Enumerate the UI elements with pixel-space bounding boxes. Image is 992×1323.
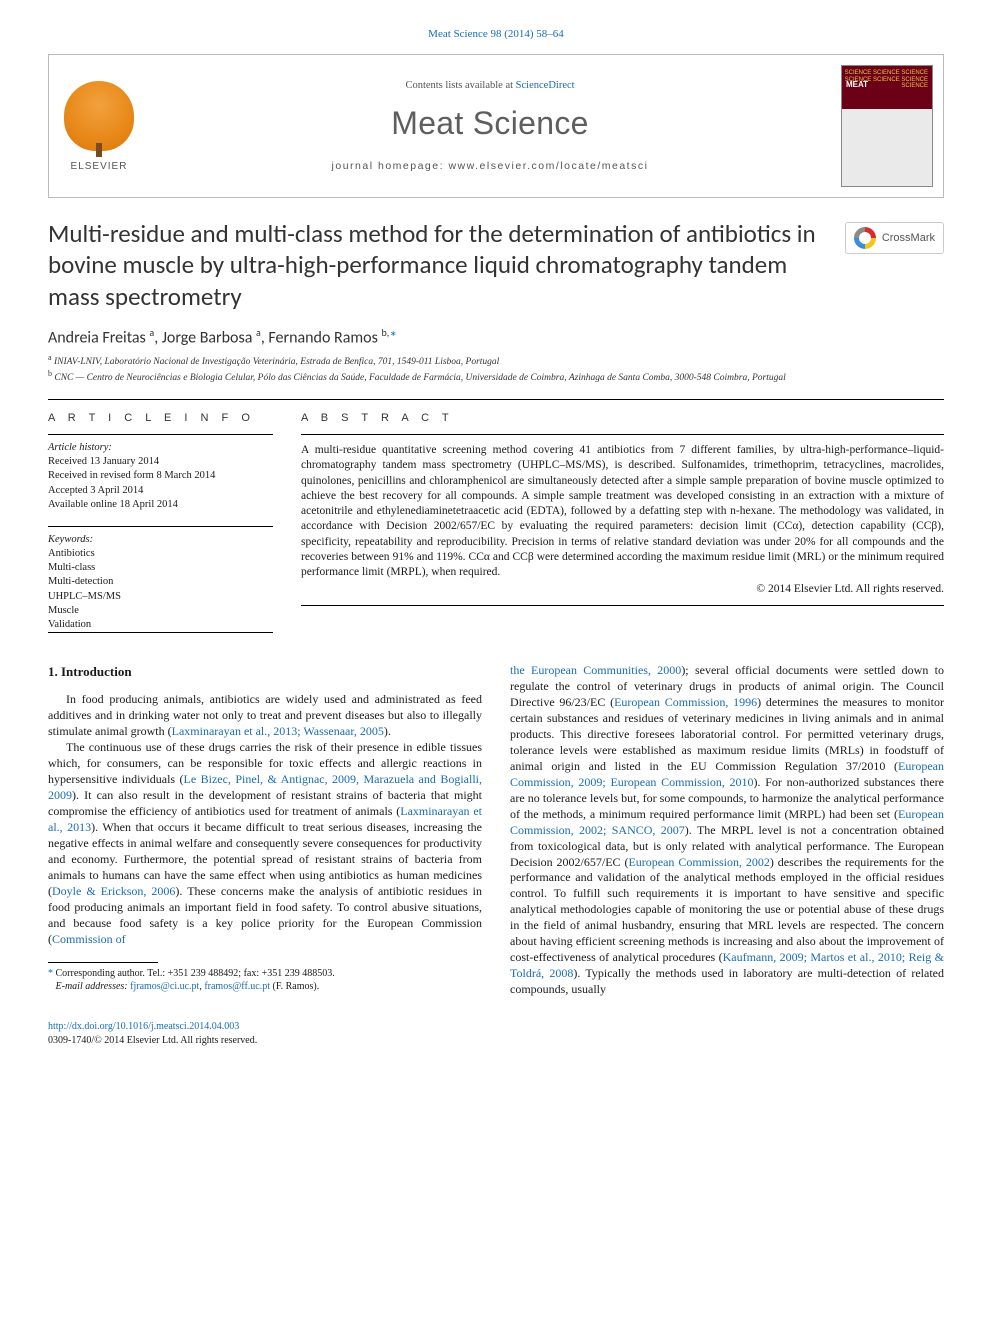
cite-ec2002[interactable]: European Commission, 2002 — [628, 855, 769, 869]
issn-copyright: 0309-1740/© 2014 Elsevier Ltd. All right… — [48, 1035, 257, 1046]
p1b: ). — [384, 724, 391, 738]
affiliation-a-text: INIAV-LNIV, Laboratório Nacional de Inve… — [54, 357, 499, 367]
title-row: Multi-residue and multi-class method for… — [48, 218, 944, 312]
cover-image: SCIENCE SCIENCE SCIENCE SCIENCE SCIENCE … — [841, 65, 933, 187]
crossmark-label: CrossMark — [882, 232, 935, 244]
star-icon: * — [48, 968, 53, 979]
abstract-text: A multi-residue quantitative screening m… — [301, 435, 944, 581]
cite-doyle[interactable]: Doyle & Erickson, 2006 — [52, 884, 175, 898]
section-1-heading: 1. Introduction — [48, 663, 482, 680]
citation-header: Meat Science 98 (2014) 58–64 — [48, 28, 944, 40]
footnote-separator — [48, 962, 158, 963]
kw-2: Multi-detection — [48, 576, 113, 587]
page: Meat Science 98 (2014) 58–64 ELSEVIER Co… — [0, 0, 992, 1087]
corresponding-label: Corresponding author. Tel.: +351 239 488… — [56, 968, 335, 979]
emails-label: E-mail addresses: — [56, 981, 128, 992]
history-0: Received 13 January 2014 — [48, 456, 159, 467]
cite-commission-split[interactable]: Commission of — [52, 932, 126, 946]
corresponding-name: (F. Ramos). — [273, 981, 320, 992]
article-info-column: A R T I C L E I N F O Article history: R… — [48, 400, 273, 632]
affiliation-b-text: CNC — Centro de Neurociências e Biologia… — [54, 373, 785, 383]
journal-title: Meat Science — [391, 105, 588, 142]
kw-5: Validation — [48, 619, 91, 630]
intro-p1: In food producing animals, antibiotics a… — [48, 692, 482, 740]
elsevier-tree-icon — [64, 81, 134, 151]
affiliation-b: b CNC — Centro de Neurociências e Biolog… — [48, 369, 944, 385]
rule-abs-2 — [301, 605, 944, 606]
r1f: ). Typically the methods used in laborat… — [510, 966, 944, 996]
elsevier-wordmark: ELSEVIER — [71, 161, 128, 172]
contents-available-line: Contents lists available at ScienceDirec… — [405, 80, 574, 91]
kw-3: UHPLC–MS/MS — [48, 591, 121, 602]
authors: Andreia Freitas a, Jorge Barbosa a, Fern… — [48, 326, 944, 347]
elsevier-logo: ELSEVIER — [49, 55, 149, 197]
column-right: the European Communities, 2000); several… — [510, 663, 944, 998]
info-abstract-row: A R T I C L E I N F O Article history: R… — [48, 400, 944, 632]
corresponding-author: * Corresponding author. Tel.: +351 239 4… — [48, 967, 482, 994]
doi-link[interactable]: http://dx.doi.org/10.1016/j.meatsci.2014… — [48, 1021, 239, 1032]
abstract-heading: A B S T R A C T — [301, 412, 944, 424]
kw-0: Antibiotics — [48, 548, 95, 559]
r1e: ) describes the requirements for the per… — [510, 855, 944, 965]
history-3: Available online 18 April 2014 — [48, 499, 178, 510]
journal-header-box: ELSEVIER Contents lists available at Sci… — [48, 54, 944, 198]
keywords-block: Keywords: Antibiotics Multi-class Multi-… — [48, 527, 273, 632]
crossmark-badge[interactable]: CrossMark — [845, 222, 944, 254]
article-history: Article history: Received 13 January 201… — [48, 435, 273, 512]
history-1: Received in revised form 8 March 2014 — [48, 470, 215, 481]
history-label: Article history: — [48, 442, 112, 453]
kw-1: Multi-class — [48, 562, 95, 573]
cite-ec1996[interactable]: European Commission, 1996 — [614, 695, 757, 709]
column-left: 1. Introduction In food producing animal… — [48, 663, 482, 998]
abstract-copyright: © 2014 Elsevier Ltd. All rights reserved… — [301, 583, 944, 595]
page-footer: http://dx.doi.org/10.1016/j.meatsci.2014… — [48, 1020, 944, 1047]
contents-pre: Contents lists available at — [405, 80, 515, 91]
sciencedirect-link[interactable]: ScienceDirect — [516, 80, 575, 91]
affiliations: a INIAV-LNIV, Laboratório Nacional de In… — [48, 353, 944, 385]
email-2[interactable]: framos@ff.uc.pt — [204, 981, 270, 992]
affiliation-a: a INIAV-LNIV, Laboratório Nacional de In… — [48, 353, 944, 369]
email-1[interactable]: fjramos@ci.uc.pt — [130, 981, 199, 992]
header-middle: Contents lists available at ScienceDirec… — [149, 55, 831, 197]
cite-laxminarayan-wassenaar[interactable]: Laxminarayan et al., 2013; Wassenaar, 20… — [172, 724, 384, 738]
crossmark-icon — [854, 227, 876, 249]
history-2: Accepted 3 April 2014 — [48, 485, 143, 496]
homepage-url: www.elsevier.com/locate/meatsci — [448, 160, 648, 172]
intro-p2: The continuous use of these drugs carrie… — [48, 740, 482, 947]
abstract-column: A B S T R A C T A multi-residue quantita… — [301, 400, 944, 632]
keywords-label: Keywords: — [48, 534, 93, 545]
homepage-pre: journal homepage: — [332, 160, 449, 172]
journal-homepage-line: journal homepage: www.elsevier.com/locat… — [332, 160, 649, 172]
paper-title: Multi-residue and multi-class method for… — [48, 218, 828, 312]
kw-4: Muscle — [48, 605, 79, 616]
body-columns: 1. Introduction In food producing animal… — [48, 663, 944, 998]
intro-p2-cont: the European Communities, 2000); several… — [510, 663, 944, 998]
cover-meat-text: MEAT — [846, 80, 868, 89]
rule-below-info — [48, 632, 273, 633]
cite-commission-cont[interactable]: the European Communities, 2000 — [510, 663, 681, 677]
journal-cover: SCIENCE SCIENCE SCIENCE SCIENCE SCIENCE … — [837, 61, 937, 191]
article-info-heading: A R T I C L E I N F O — [48, 412, 273, 424]
